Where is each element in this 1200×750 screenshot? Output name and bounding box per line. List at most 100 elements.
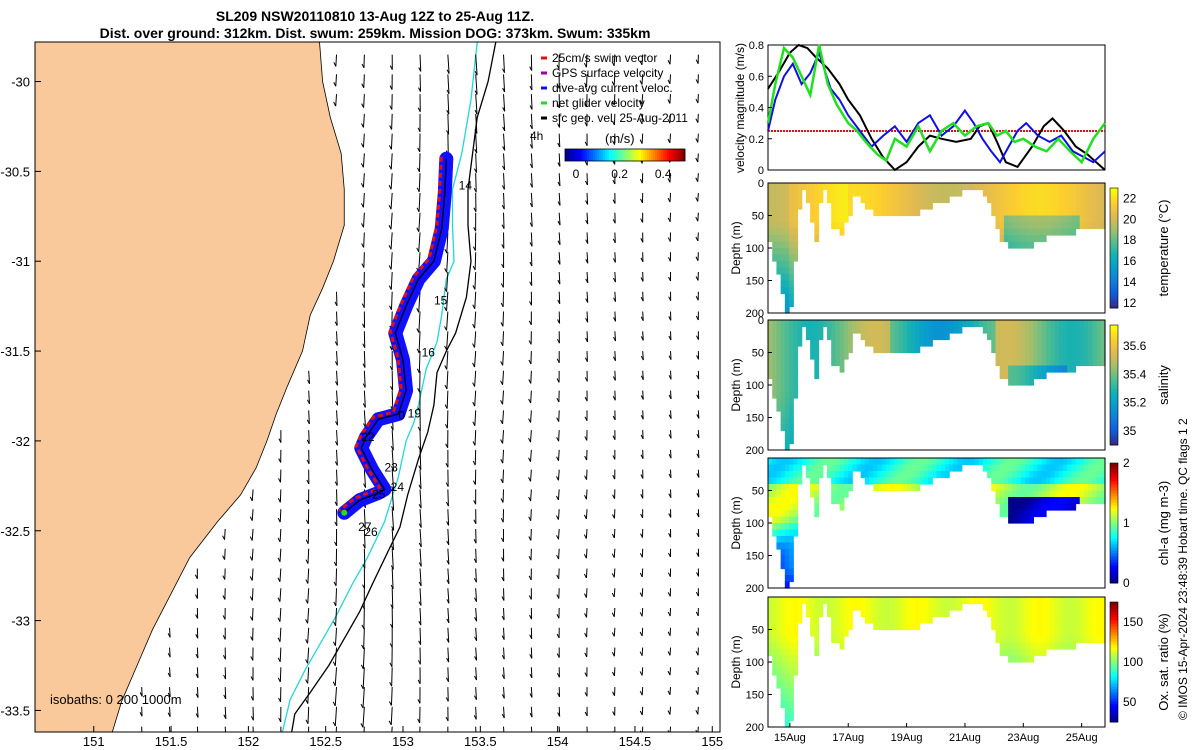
- velocity-arrow-head: [584, 475, 588, 480]
- velocity-arrow: [362, 192, 365, 208]
- velocity-arrow: [169, 627, 171, 638]
- velocity-arrow: [530, 113, 533, 129]
- velocity-arrow: [308, 430, 310, 444]
- section-cell: [1037, 503, 1043, 511]
- section-cell: [1054, 215, 1060, 223]
- velocity-arrow-head: [277, 637, 281, 642]
- section-cell: [915, 477, 921, 485]
- section-cell: [776, 649, 782, 657]
- velocity-arrow-head: [445, 463, 449, 468]
- velocity-arrow: [336, 331, 338, 346]
- section-cell: [848, 610, 853, 618]
- velocity-arrow: [503, 54, 505, 73]
- section-cell: [907, 202, 912, 210]
- section-cell: [1054, 477, 1060, 485]
- section-cell: [839, 642, 845, 650]
- velocity-arrow: [613, 54, 616, 66]
- colorbar-cell: [1110, 683, 1118, 687]
- section-cell: [965, 320, 971, 328]
- section-cell: [961, 183, 967, 191]
- velocity-arrow-head: [695, 118, 699, 123]
- section-cell: [789, 274, 794, 282]
- section-cell: [1037, 597, 1043, 605]
- section-cell: [1079, 636, 1085, 644]
- section-cell: [814, 222, 820, 230]
- velocity-arrow-head: [667, 572, 671, 577]
- velocity-arrow-head: [446, 599, 450, 604]
- section-cell: [1079, 183, 1085, 191]
- velocity-arrow-head: [333, 101, 337, 107]
- section-cell: [1046, 202, 1051, 210]
- velocity-arrow-head: [332, 701, 336, 707]
- section-cell: [919, 458, 925, 466]
- section-cell: [1020, 320, 1026, 328]
- section-cell: [907, 616, 912, 624]
- section-cell: [1071, 623, 1077, 631]
- velocity-arrow: [251, 588, 254, 601]
- section-cell: [987, 597, 992, 605]
- velocity-arrow: [641, 113, 644, 124]
- velocity-arrow-head: [639, 553, 643, 558]
- velocity-arrow-head: [361, 63, 365, 69]
- section-cell: [784, 196, 790, 204]
- section-cell: [873, 597, 879, 605]
- section-cell: [768, 471, 773, 479]
- section-cell: [1020, 610, 1026, 618]
- section-cell: [1083, 346, 1089, 354]
- section-cell: [1008, 484, 1013, 492]
- velocity-arrow: [530, 133, 533, 149]
- section-cell: [873, 196, 879, 204]
- section-cell: [1020, 346, 1026, 354]
- section-cell: [1012, 202, 1018, 210]
- colorbar-cell: [1110, 617, 1118, 621]
- section-cell: [1096, 610, 1102, 618]
- section-cell: [1029, 372, 1034, 380]
- section-cell: [1041, 603, 1047, 611]
- section-cell: [776, 536, 782, 544]
- velocity-arrow: [503, 706, 505, 719]
- velocity-arrow-head: [529, 183, 533, 188]
- colorbar-cell: [1110, 632, 1118, 636]
- section-cell: [881, 346, 887, 354]
- velocity-arrow-head: [167, 692, 171, 698]
- section-cell: [1024, 623, 1030, 631]
- velocity-arrow: [362, 687, 365, 709]
- section-cell: [1041, 477, 1047, 485]
- section-cell: [873, 202, 879, 210]
- section-cell: [982, 458, 988, 466]
- section-y-tick-label: 150: [746, 413, 764, 425]
- section-cell: [784, 306, 790, 314]
- section-cell: [784, 610, 790, 618]
- section-cell: [911, 458, 917, 466]
- section-cell: [987, 196, 992, 204]
- section-cell: [1054, 326, 1060, 334]
- section-cell: [772, 189, 778, 197]
- section-cell: [999, 477, 1005, 485]
- velocity-arrow-head: [640, 533, 643, 538]
- section-cell: [780, 681, 786, 689]
- section-cell: [991, 202, 997, 210]
- section-cell: [835, 222, 841, 230]
- velocity-arrow-head: [417, 387, 421, 393]
- section-cell: [1083, 610, 1089, 618]
- velocity-arrow: [475, 687, 477, 700]
- velocity-arrow-head: [500, 322, 504, 327]
- section-cell: [1012, 655, 1018, 663]
- colorbar-cell: [1110, 233, 1118, 237]
- section-cell: [784, 339, 790, 347]
- velocity-arrow-head: [640, 375, 644, 381]
- section-cell: [1041, 464, 1047, 472]
- velocity-arrow-head: [667, 690, 671, 696]
- velocity-arrow: [530, 706, 533, 718]
- section-cell: [894, 610, 900, 618]
- section-cell: [848, 202, 853, 210]
- section-cell: [1054, 610, 1060, 618]
- velocity-arrow-head: [667, 178, 671, 183]
- section-cell: [1079, 458, 1085, 466]
- colorbar-cell: [1110, 221, 1118, 225]
- velocity-arrow-head: [361, 644, 365, 650]
- section-cell: [1075, 346, 1081, 354]
- velocity-arrow: [169, 687, 171, 697]
- section-cell: [936, 326, 942, 334]
- section-y-tick-label: 200: [746, 445, 764, 457]
